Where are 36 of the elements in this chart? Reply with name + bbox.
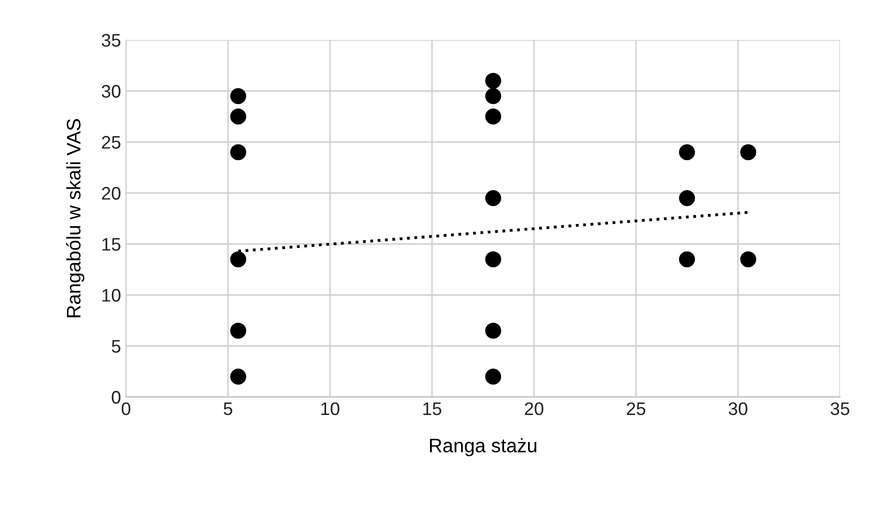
point	[230, 144, 246, 160]
point	[679, 144, 695, 160]
x-tick-label: 15	[423, 402, 442, 416]
y-tick-label: 30	[102, 84, 120, 98]
x-tick-label: 20	[524, 402, 544, 416]
y-tick-label: 15	[102, 238, 120, 251]
x-tick-label: 0	[122, 402, 130, 416]
x-tick-label: 5	[224, 402, 232, 416]
y-tick-label: 10	[102, 288, 120, 302]
point	[485, 88, 502, 104]
point	[740, 144, 756, 160]
point	[230, 322, 246, 339]
point	[230, 108, 246, 124]
point	[230, 368, 246, 385]
point	[485, 190, 502, 206]
y-tick-label: 35	[102, 34, 120, 47]
point	[485, 251, 502, 268]
point	[485, 368, 502, 385]
point	[230, 88, 246, 104]
point	[485, 108, 502, 124]
point	[485, 322, 502, 339]
x-tick-label: 35	[830, 402, 850, 416]
point	[485, 72, 502, 89]
y-axis-title: Rangabólu w skali VAS	[66, 119, 84, 318]
x-tick-label: 30	[728, 402, 748, 416]
y-tick-label: 25	[102, 136, 120, 149]
point	[679, 190, 695, 206]
point	[679, 251, 695, 268]
x-tick-label: 25	[626, 402, 646, 416]
y-tick-label: 20	[102, 186, 120, 200]
x-axis-title: Ranga stażu	[430, 438, 536, 456]
y-tick-label: 0	[112, 390, 120, 404]
point	[230, 251, 246, 268]
point	[740, 251, 756, 268]
x-tick-label: 10	[321, 402, 340, 416]
y-tick-label: 5	[112, 340, 120, 353]
